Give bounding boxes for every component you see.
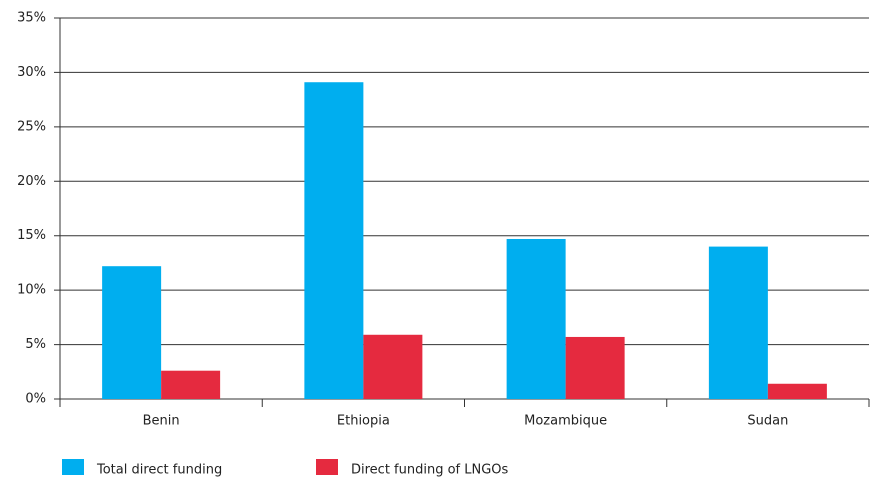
legend-swatch [62, 459, 84, 475]
bar [161, 370, 221, 399]
y-tick-label: 5% [25, 337, 46, 352]
y-tick-label: 15% [17, 228, 46, 243]
bar [565, 336, 625, 399]
bar [767, 383, 827, 399]
x-tick-label: Mozambique [524, 414, 607, 429]
bar [363, 334, 423, 399]
bar [506, 238, 566, 399]
legend-label: Direct funding of LNGOs [351, 463, 509, 478]
legend-label: Total direct funding [96, 463, 222, 478]
bar [708, 246, 768, 399]
y-tick-label: 25% [17, 119, 46, 134]
y-tick-label: 30% [17, 65, 46, 80]
y-tick-label: 10% [17, 283, 46, 298]
y-tick-label: 35% [17, 11, 46, 26]
legend-swatch [316, 459, 338, 475]
x-tick-label: Sudan [747, 414, 788, 429]
y-tick-label: 0% [25, 392, 46, 407]
bar [304, 82, 364, 400]
bar [102, 266, 162, 399]
x-tick-label: Benin [143, 414, 180, 429]
x-tick-label: Ethiopia [337, 414, 390, 429]
y-tick-label: 20% [17, 174, 46, 189]
